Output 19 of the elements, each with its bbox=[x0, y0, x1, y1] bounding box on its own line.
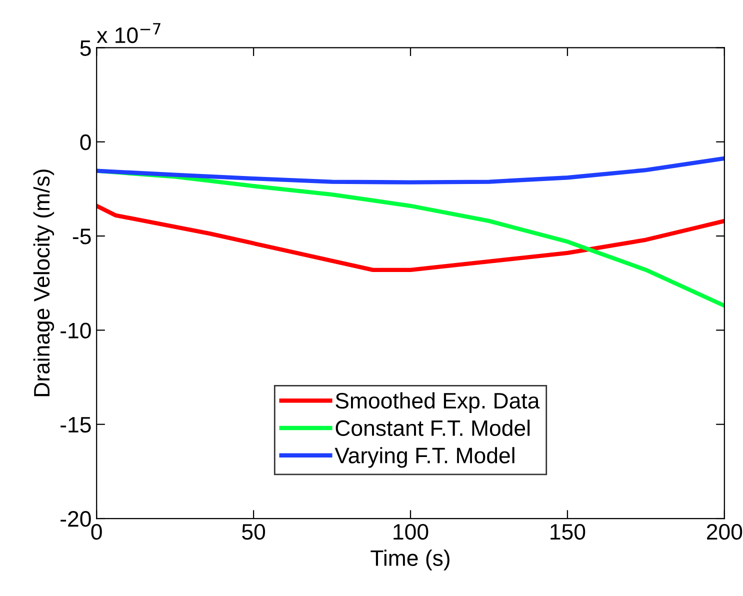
y-tick-label: -5 bbox=[72, 228, 91, 244]
y-tick-label: 5 bbox=[80, 40, 91, 56]
x-tick-label: 50 bbox=[242, 524, 266, 540]
y-axis-title: Drainage Velocity (m/s) bbox=[33, 170, 54, 396]
line-series bbox=[96, 156, 724, 184]
x-axis-title: Time (s) bbox=[370, 550, 450, 570]
y-tick-label: -20 bbox=[60, 511, 91, 527]
legend-label: Varying F.T. Model bbox=[334, 447, 514, 468]
x-tick-label: 150 bbox=[550, 524, 586, 540]
legend-label: Smoothed Exp. Data bbox=[336, 392, 540, 414]
line-series bbox=[96, 204, 724, 272]
x-tick-label: 200 bbox=[707, 524, 742, 540]
legend-label: Constant F.T. Model bbox=[336, 420, 530, 436]
x-tick-label: 0 bbox=[91, 524, 102, 540]
text: x 10$^{−7}$ bbox=[96, 23, 160, 44]
y-tick-label: 0 bbox=[80, 134, 91, 150]
x-tick-label: 100 bbox=[394, 524, 428, 540]
y-tick-label: -15 bbox=[60, 417, 91, 433]
y-tick-label: -10 bbox=[60, 322, 91, 338]
